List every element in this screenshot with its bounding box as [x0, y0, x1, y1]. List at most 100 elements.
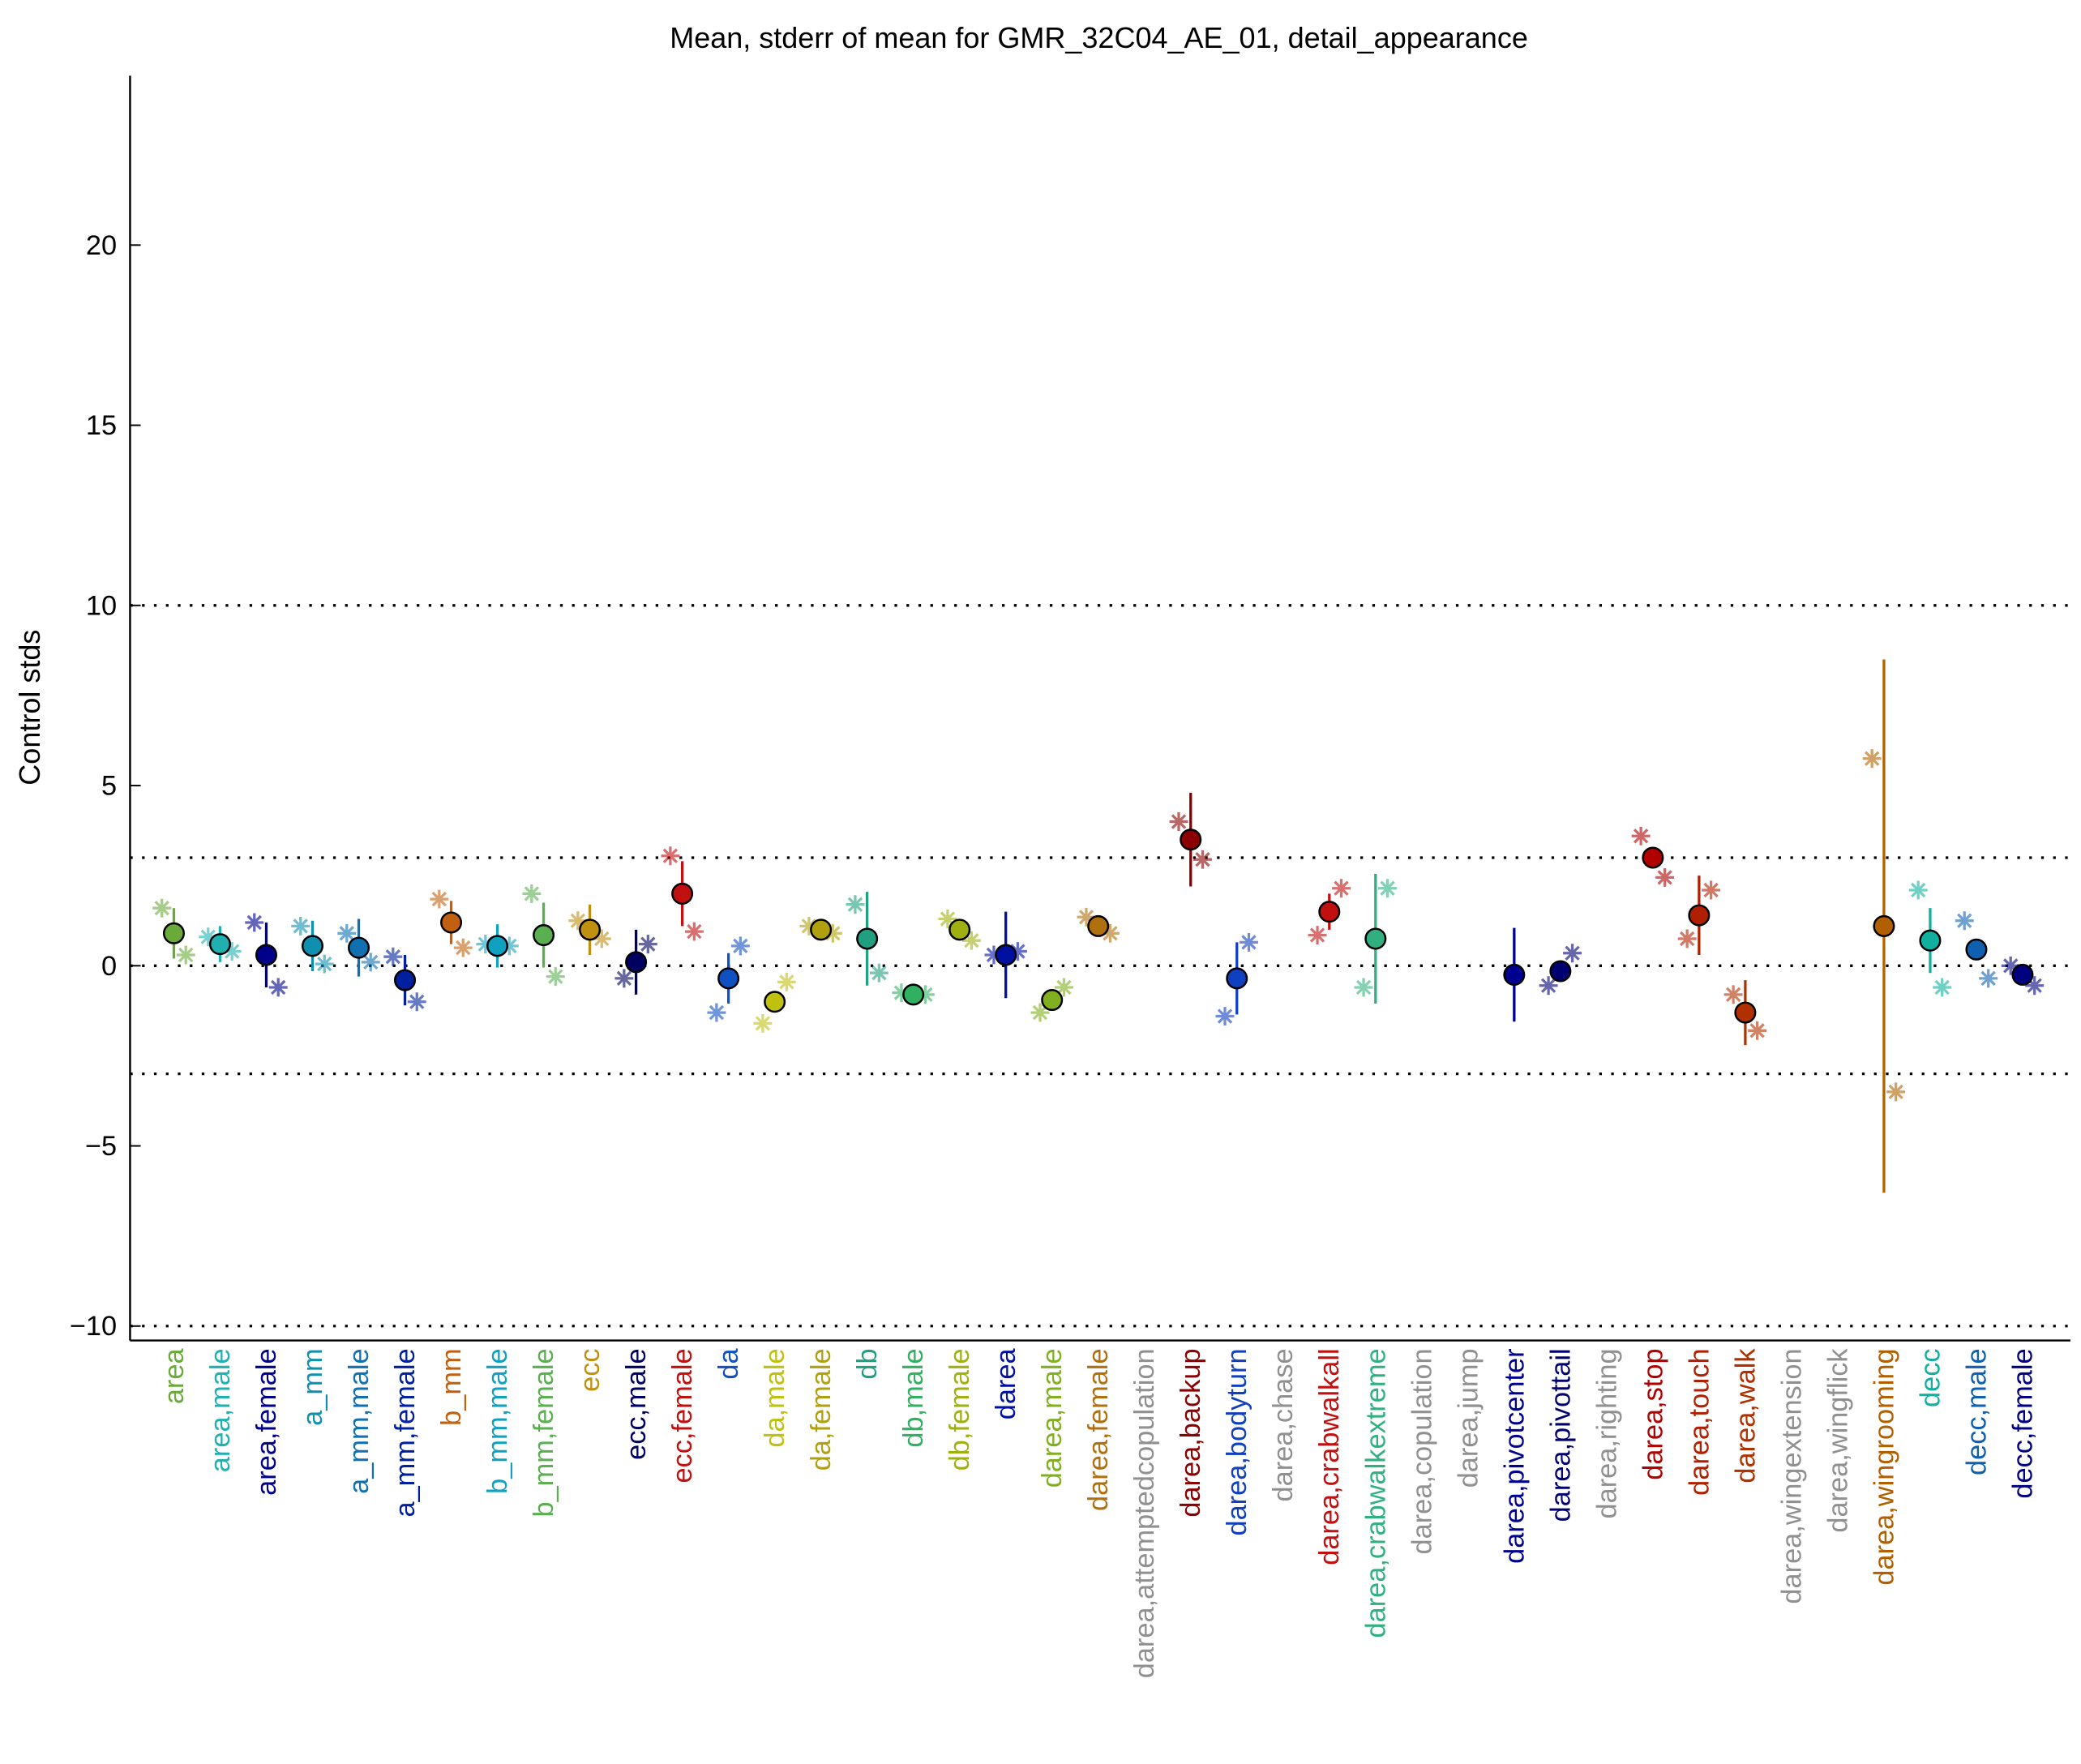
star-marker [2001, 956, 2020, 975]
mean-marker [394, 969, 417, 991]
mean-marker [486, 935, 509, 957]
star-marker [638, 935, 657, 954]
x-tick-label: darea,stop [1638, 1348, 1668, 1479]
star-marker [1215, 1007, 1235, 1025]
x-tick-label: a_mm,female [390, 1348, 421, 1517]
x-tick-label: area,female [251, 1348, 282, 1495]
mean-marker [1873, 914, 1895, 937]
star-marker [315, 954, 334, 974]
mean-marker [671, 882, 694, 905]
x-tick-label: da [713, 1348, 744, 1380]
x-tick-label: da,male [760, 1348, 790, 1447]
star-marker [1933, 978, 1952, 997]
x-tick-label: b_mm,male [482, 1348, 513, 1493]
x-tick-label: ecc [575, 1348, 606, 1391]
star-marker [730, 936, 750, 956]
y-tick-label: −5 [85, 1131, 117, 1162]
star-marker [1748, 1021, 1767, 1040]
x-tick-label: darea,crabwalkall [1314, 1348, 1345, 1565]
star-marker [199, 927, 218, 947]
y-tick-label: 10 [86, 590, 117, 621]
star-marker [938, 910, 957, 928]
x-tick-label: db,female [944, 1348, 975, 1471]
star-marker [661, 846, 680, 866]
mean-marker [1919, 929, 1942, 952]
mean-marker [579, 918, 602, 941]
star-marker [383, 947, 403, 966]
star-marker [1354, 978, 1373, 997]
star-marker [546, 967, 565, 987]
x-tick-label: b_mm,female [529, 1348, 559, 1517]
star-marker [1193, 850, 1212, 869]
x-tick-label: darea,attemptedcopulation [1129, 1348, 1160, 1678]
x-tick-label: area [159, 1348, 190, 1405]
star-marker [799, 916, 819, 936]
x-tick-label: decc,female [2007, 1348, 2038, 1498]
star-marker [407, 992, 426, 1012]
star-marker [245, 913, 264, 932]
star-marker [1169, 812, 1188, 831]
star-marker [499, 936, 519, 956]
x-tick-label: darea,crabwalkextreme [1360, 1348, 1391, 1638]
star-marker [1054, 978, 1073, 997]
x-tick-label: b_mm [436, 1348, 467, 1425]
mean-marker [1965, 938, 1988, 961]
mean-marker [1226, 967, 1248, 990]
star-marker [1631, 826, 1651, 846]
mean-marker [301, 935, 324, 957]
mean-marker [2011, 963, 2034, 986]
mean-marker [1364, 927, 1387, 950]
star-marker [753, 1013, 773, 1033]
mean-marker [440, 911, 463, 934]
mean-marker [348, 936, 370, 959]
x-tick-label: darea,backup [1175, 1348, 1206, 1517]
mean-marker [1087, 914, 1110, 937]
star-marker [1862, 749, 1882, 769]
star-marker [1908, 880, 1928, 900]
mean-marker [1503, 963, 1526, 986]
x-tick-label: darea,female [1083, 1348, 1114, 1511]
x-tick-label: area,male [205, 1348, 236, 1472]
star-marker [915, 985, 935, 1004]
mean-marker [162, 922, 185, 944]
x-tick-label: darea,pivottail [1545, 1348, 1576, 1522]
star-marker [337, 923, 357, 943]
x-tick-label: darea,wingextension [1776, 1348, 1807, 1603]
x-tick-label: db,male [898, 1348, 929, 1447]
star-marker [1008, 942, 1027, 961]
x-tick-label: darea,wingrooming [1869, 1348, 1899, 1585]
mean-marker [948, 918, 971, 941]
x-tick-label: darea,male [1037, 1348, 1068, 1488]
x-tick-label: a_mm,male [344, 1348, 375, 1493]
star-marker [1332, 879, 1351, 898]
star-marker [1723, 985, 1743, 1004]
star-marker [707, 1003, 726, 1022]
x-tick-label: darea,copulation [1407, 1348, 1437, 1554]
x-tick-label: a_mm [298, 1348, 328, 1425]
mean-marker [1318, 901, 1341, 923]
star-marker [268, 978, 288, 997]
star-marker [361, 953, 380, 972]
mean-marker [1041, 989, 1064, 1012]
star-marker [1979, 969, 1998, 988]
x-tick-label: decc [1915, 1348, 1946, 1407]
mean-marker [995, 944, 1017, 966]
star-marker [892, 983, 911, 1003]
star-marker [453, 938, 473, 957]
star-marker [1677, 929, 1697, 948]
star-marker [1240, 932, 1258, 952]
star-marker [823, 923, 842, 943]
mean-marker [1642, 846, 1664, 869]
mean-marker [856, 927, 879, 950]
mean-marker [255, 944, 277, 966]
star-marker [522, 884, 542, 903]
star-marker [291, 916, 310, 936]
mean-marker [1688, 904, 1711, 927]
star-marker [592, 929, 611, 948]
mean-marker [533, 924, 555, 947]
star-marker [568, 911, 588, 931]
x-tick-label: darea [991, 1348, 1021, 1420]
star-marker [1030, 1003, 1050, 1022]
star-marker [846, 895, 865, 914]
